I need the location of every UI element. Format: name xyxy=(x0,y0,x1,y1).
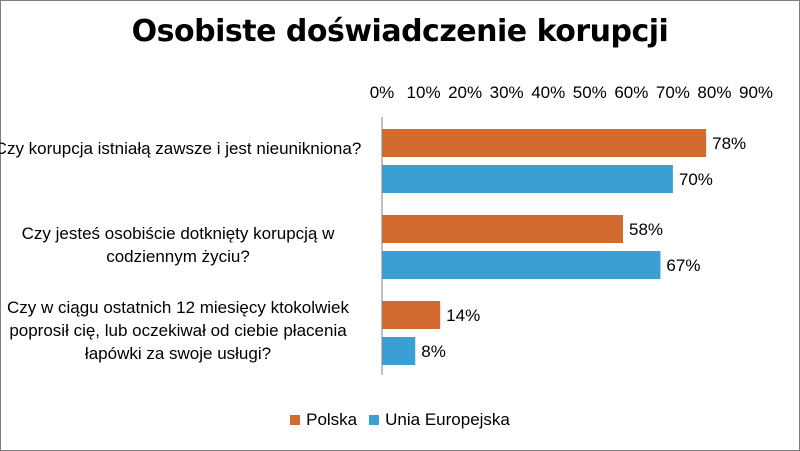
x-tick-label: 50% xyxy=(573,83,607,102)
x-tick-label: 60% xyxy=(614,83,648,102)
data-label: 14% xyxy=(446,306,480,325)
bar-polska-1 xyxy=(382,129,707,157)
legend: Polska Unia Europejska xyxy=(0,410,800,430)
x-tick-label: 20% xyxy=(448,83,482,102)
x-tick-label: 30% xyxy=(490,83,524,102)
legend-item-unia-europejska: Unia Europejska xyxy=(369,410,510,430)
legend-label-polska: Polska xyxy=(306,410,358,429)
legend-item-polska: Polska xyxy=(290,410,357,430)
category-label-3: Czy w ciągu ostatnich 12 miesięcy ktokol… xyxy=(6,298,350,363)
bar-unia-europejska-3 xyxy=(382,337,416,365)
legend-label-unia-europejska: Unia Europejska xyxy=(385,410,510,429)
x-tick-label: 40% xyxy=(531,83,565,102)
chart-title: Osobiste doświadczenie korupcji xyxy=(131,14,669,49)
data-label: 78% xyxy=(712,134,746,153)
category-label-1: Czy korupcja istniałą zawsze i jest nieu… xyxy=(0,139,362,158)
legend-swatch-polska xyxy=(290,415,301,425)
bar-unia-europejska-2 xyxy=(382,251,661,279)
data-label: 67% xyxy=(666,256,700,275)
bar-polska-2 xyxy=(382,215,624,243)
bar-unia-europejska-1 xyxy=(382,165,673,193)
data-label: 8% xyxy=(421,342,446,361)
data-label: 70% xyxy=(679,170,713,189)
category-label-2: Czy jesteś osobiście dotknięty korupcją … xyxy=(21,224,335,266)
x-tick-label: 70% xyxy=(656,83,690,102)
data-label: 58% xyxy=(629,220,663,239)
x-tick-label: 80% xyxy=(697,83,731,102)
x-tick-label: 90% xyxy=(739,83,773,102)
bar-polska-3 xyxy=(382,301,441,329)
legend-swatch-unia-europejska xyxy=(369,415,380,425)
x-tick-label: 0% xyxy=(370,83,395,102)
x-tick-label: 10% xyxy=(407,83,441,102)
